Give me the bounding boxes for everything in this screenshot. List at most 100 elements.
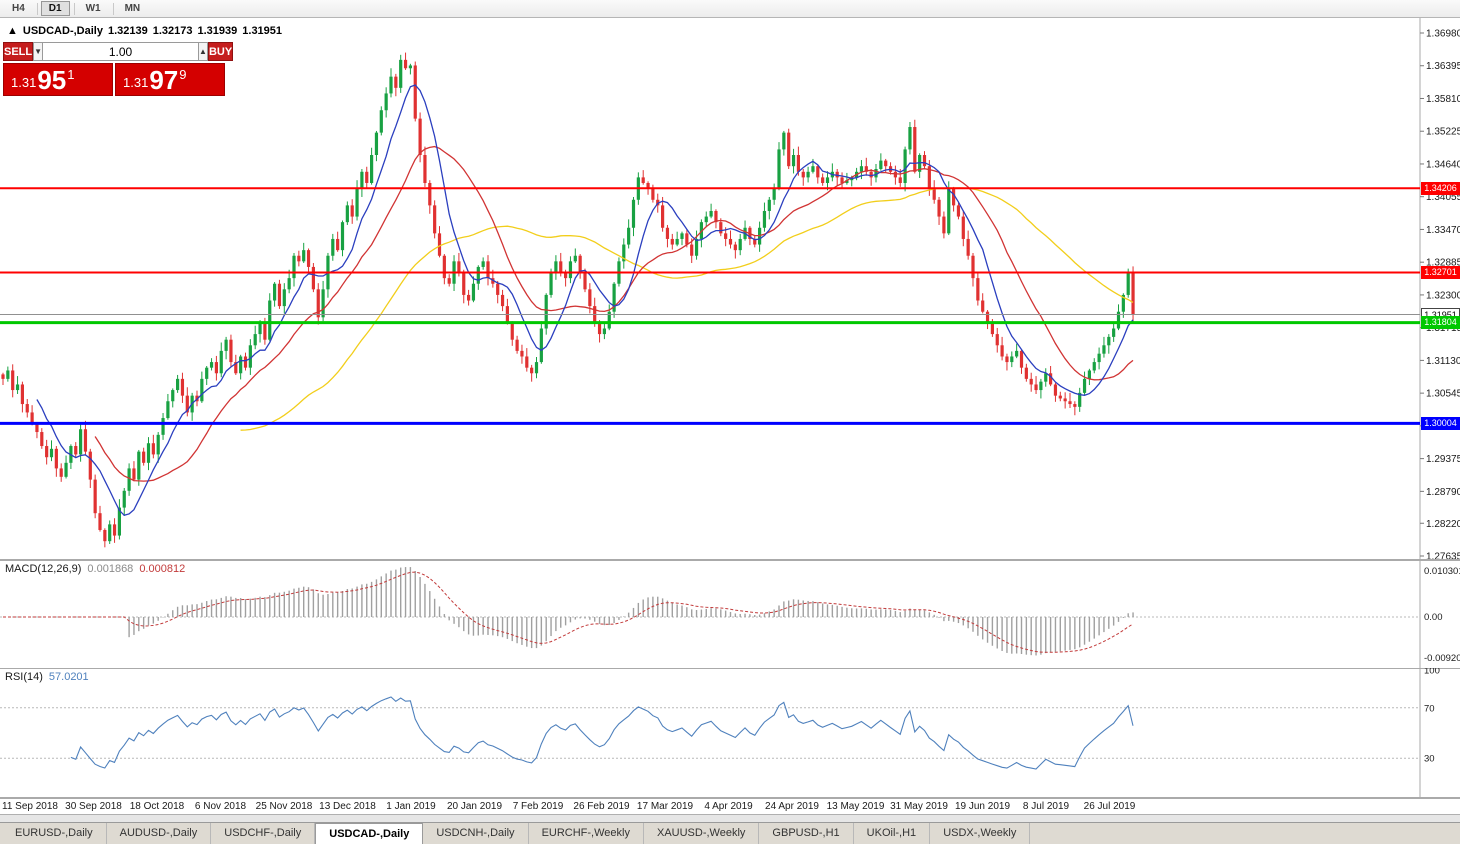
candle-body	[146, 443, 151, 463]
macd-main-value: 0.001868	[87, 563, 134, 575]
candle-body	[11, 370, 15, 391]
candle-body	[685, 233, 689, 245]
candle-body	[564, 272, 568, 279]
chart-tab-ukoil-h1[interactable]: UKOil-,H1	[854, 823, 931, 844]
sell-button[interactable]: SELL	[3, 42, 34, 61]
candle-body	[544, 294, 548, 329]
candle-body	[864, 166, 868, 172]
timeframe-button-h4[interactable]: H4	[4, 1, 33, 16]
macd-pane[interactable]: 0.0103011 0.00 -0.0092013	[0, 560, 1460, 668]
svg-text:0.0103011: 0.0103011	[1424, 566, 1460, 577]
svg-text:70: 70	[1424, 703, 1435, 714]
buy-button[interactable]: BUY	[207, 42, 234, 61]
svg-text:0.00: 0.00	[1424, 612, 1443, 623]
candle-body	[927, 166, 931, 189]
svg-text:100: 100	[1424, 668, 1440, 677]
buy-price-box[interactable]: 1.31 97 9	[115, 63, 225, 96]
candle-body	[64, 462, 68, 477]
candle-body	[840, 177, 844, 183]
volume-increase-button[interactable]: ▲	[198, 42, 208, 61]
candle-body	[340, 222, 345, 251]
candle-body	[753, 238, 757, 245]
date-label: 24 Apr 2019	[765, 801, 819, 812]
chart-tab-usdcnh-daily[interactable]: USDCNH-,Daily	[423, 823, 529, 844]
candle-body	[108, 524, 112, 542]
timeframe-button-d1[interactable]: D1	[40, 1, 70, 16]
candle-body	[83, 429, 88, 452]
candle-body	[981, 300, 985, 312]
candle-body	[1073, 404, 1077, 407]
candle-body	[782, 132, 786, 150]
candle-body	[127, 468, 131, 491]
candle-body	[6, 370, 10, 379]
candle-body	[132, 468, 136, 480]
candle-body	[156, 434, 160, 455]
date-label: 8 Jul 2019	[1022, 801, 1070, 812]
candle-body	[408, 65, 412, 69]
candle-body	[1092, 362, 1096, 371]
toolbar-separator	[73, 2, 75, 15]
candle-body	[35, 423, 39, 433]
date-label: 18 Oct 2018	[129, 801, 185, 812]
candle-body	[1, 374, 5, 379]
chart-scrollbar[interactable]	[0, 814, 1460, 822]
chart-tab-gbpusd-h1[interactable]: GBPUSD-,H1	[759, 823, 854, 844]
candle-body	[772, 188, 776, 200]
chart-tab-eurchf-weekly[interactable]: EURCHF-,Weekly	[529, 823, 644, 844]
chart-tab-usdchf-daily[interactable]: USDCHF-,Daily	[211, 823, 316, 844]
candle-body	[971, 255, 975, 279]
volume-input[interactable]	[43, 42, 199, 61]
candle-body	[40, 432, 44, 447]
candle-body	[738, 238, 742, 251]
candle-body	[675, 238, 679, 245]
candle-body	[1116, 311, 1121, 329]
candle-body	[1063, 398, 1067, 402]
candle-body	[767, 199, 771, 211]
candle-body	[282, 289, 286, 307]
candle-body	[646, 182, 650, 189]
candle-body	[277, 283, 282, 307]
candle-body	[651, 188, 655, 200]
date-label: 7 Feb 2019	[512, 801, 564, 812]
chart-tab-usdcad-daily[interactable]: USDCAD-,Daily	[315, 823, 424, 844]
timeframe-button-mn[interactable]: MN	[117, 1, 149, 16]
candle-body	[302, 250, 306, 262]
candle-body	[956, 205, 961, 217]
candle-body	[627, 227, 631, 245]
candle-body	[49, 448, 54, 458]
candle-body	[500, 294, 505, 307]
candle-body	[918, 155, 922, 172]
candle-body	[74, 446, 78, 455]
timeframe-button-w1[interactable]: W1	[78, 1, 109, 16]
svg-text:1.28790: 1.28790	[1426, 487, 1460, 498]
rsi-pane[interactable]: 100 70 30	[0, 668, 1460, 798]
price-pane[interactable]: 1.36980 1.36395 1.35810 1.35225 1.34640 1.340…	[0, 18, 1460, 560]
chart-tabs-bar: EURUSD-,Daily AUDUSD-,Daily USDCHF-,Daily U…	[0, 822, 1460, 844]
sell-price-box[interactable]: 1.31 95 1	[3, 63, 113, 96]
candle-body	[568, 261, 573, 279]
candle-body	[365, 171, 369, 183]
candle-body	[733, 244, 737, 251]
candle-body	[1053, 384, 1058, 396]
candle-body	[59, 468, 63, 477]
chart-tab-audusd-daily[interactable]: AUDUSD-,Daily	[107, 823, 212, 844]
candle-body	[54, 448, 58, 469]
candle-body	[103, 529, 107, 542]
chart-tab-eurusd-daily[interactable]: EURUSD-,Daily	[2, 823, 107, 844]
collapse-arrow-icon[interactable]: ▲	[7, 25, 18, 37]
one-click-trade-panel: SELL ▼ ▲ BUY 1.31 95 1 1.31 97 9	[3, 42, 234, 96]
candle-body	[306, 250, 311, 267]
candle-body	[602, 328, 606, 335]
candle-body	[30, 412, 34, 424]
candle-body	[214, 362, 218, 374]
candle-body	[360, 171, 364, 189]
svg-text:1.32885: 1.32885	[1426, 258, 1460, 269]
volume-decrease-button[interactable]: ▼	[33, 42, 44, 61]
candle-body	[932, 188, 936, 200]
candle-body	[273, 283, 277, 301]
candle-body	[1102, 345, 1106, 354]
chart-tab-xauusd-weekly[interactable]: XAUUSD-,Weekly	[644, 823, 760, 844]
date-label: 1 Jan 2019	[386, 801, 436, 812]
candle-body	[777, 149, 781, 189]
chart-tab-usdx-weekly[interactable]: USDX-,Weekly	[930, 823, 1031, 844]
